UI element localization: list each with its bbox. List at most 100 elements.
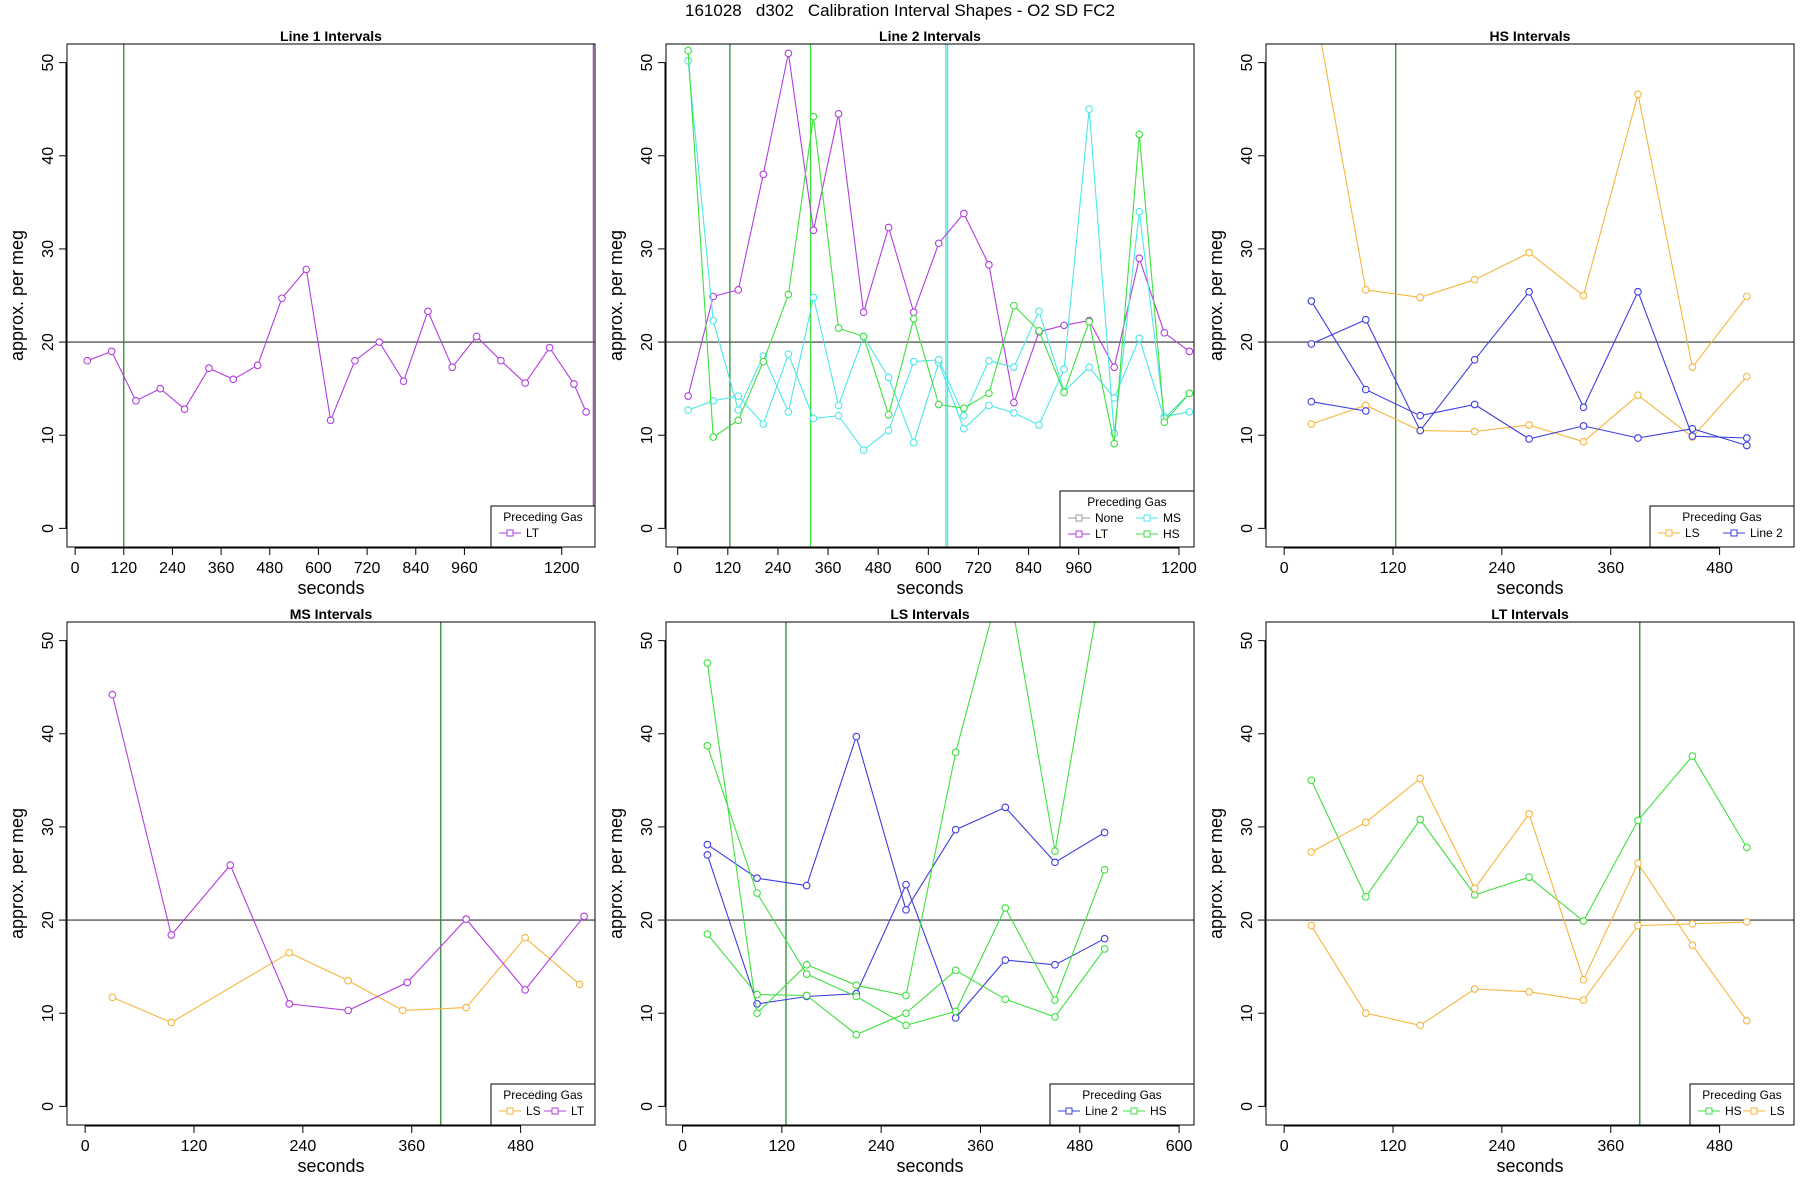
x-tick-label: 120 [110, 560, 137, 577]
x-tick-label: 120 [714, 560, 741, 577]
data-point [1051, 996, 1059, 1005]
y-tick-label: 20 [40, 333, 57, 351]
y-tick-label: 10 [1239, 426, 1256, 444]
data-point [852, 981, 861, 990]
plot-border [665, 621, 1195, 1126]
data-point [1060, 388, 1068, 397]
data-point [951, 966, 960, 975]
legend-entry-label: None [1095, 511, 1124, 525]
data-point [1060, 321, 1068, 330]
data-point [1634, 287, 1642, 296]
data-point [1135, 254, 1144, 263]
series-line [87, 268, 587, 423]
data-point [703, 742, 712, 750]
x-axis-label: seconds [1496, 578, 1563, 598]
data-point [1085, 317, 1094, 326]
data-point [1160, 418, 1169, 427]
data-point [951, 1007, 960, 1016]
y-tick-label: 30 [639, 240, 656, 258]
data-point [1185, 347, 1194, 356]
series-line [1311, 401, 1366, 412]
data-point [1307, 776, 1316, 785]
data-point [1035, 421, 1043, 429]
y-tick-label: 50 [639, 632, 656, 650]
data-point [1002, 563, 1009, 570]
data-point [1416, 411, 1425, 420]
x-tick-label: 480 [1706, 560, 1733, 577]
y-tick-label: 30 [40, 818, 57, 836]
data-point [1185, 389, 1194, 398]
series-line [1310, 921, 1747, 1026]
legend-box [1049, 1083, 1195, 1126]
y-tick-label: 40 [40, 725, 57, 743]
data-point [985, 260, 993, 269]
legend-swatch-marker [1130, 1107, 1138, 1115]
legend-entry-label: LT [571, 1104, 585, 1118]
data-point [1742, 918, 1751, 926]
data-point [859, 308, 868, 317]
x-tick-label: 360 [815, 560, 842, 577]
data-point [521, 986, 529, 994]
y-tick-label: 10 [40, 1004, 57, 1022]
legend-swatch-marker [1065, 1107, 1073, 1115]
data-point [351, 356, 359, 365]
data-point [759, 170, 768, 179]
data-point [834, 401, 843, 410]
data-point [107, 347, 116, 356]
legend-entry-label: HS [1163, 527, 1180, 541]
data-point [703, 851, 712, 859]
data-point [1010, 409, 1018, 417]
legend-title: Preceding Gas [503, 510, 582, 524]
data-point [684, 46, 692, 55]
legend-swatch-marker [1075, 530, 1083, 538]
data-point [902, 991, 910, 1000]
data-point [709, 433, 718, 441]
data-point [545, 343, 554, 352]
chart-panel: MS Intervals 0 10 20 30 40 50 0 120 240 360 480 seco… [7, 606, 596, 1176]
y-tick-label: 10 [639, 1004, 656, 1022]
data-point [1160, 328, 1169, 337]
x-tick-label: 600 [915, 560, 942, 577]
data-point [959, 424, 968, 433]
data-point [834, 324, 843, 332]
y-axis-label: approx. per meg [1206, 808, 1226, 939]
y-tick-label: 10 [40, 426, 57, 444]
data-point [1688, 432, 1697, 441]
data-point [205, 364, 213, 373]
x-tick-label: 840 [402, 560, 429, 577]
data-point [344, 1006, 353, 1015]
y-tick-label: 0 [639, 524, 656, 533]
data-point [951, 1014, 960, 1022]
series-line [687, 53, 1190, 405]
y-tick-label: 0 [639, 1102, 656, 1111]
legend: Preceding Gas LS Line 2 [1649, 505, 1795, 548]
legend-swatch-marker [506, 1107, 514, 1115]
data-point [1361, 1009, 1370, 1018]
data-point [934, 400, 943, 409]
data-point [884, 373, 893, 382]
data-point [1470, 891, 1479, 899]
data-point [1742, 1016, 1751, 1025]
data-point [1307, 297, 1316, 305]
x-tick-label: 480 [865, 560, 892, 577]
data-point [1361, 892, 1370, 901]
data-point [1010, 398, 1018, 407]
data-point [1525, 287, 1533, 296]
data-point [1742, 441, 1751, 450]
data-point [703, 840, 712, 849]
y-tick-label: 0 [40, 1102, 57, 1111]
data-point [985, 356, 993, 365]
data-point [1742, 843, 1751, 852]
legend-box [490, 505, 596, 548]
y-tick-label: 20 [1239, 911, 1256, 929]
y-tick-label: 40 [639, 725, 656, 743]
data-point [1307, 420, 1316, 428]
x-tick-label: 240 [868, 1138, 895, 1155]
legend-box [490, 1083, 596, 1126]
y-tick-label: 50 [1239, 54, 1256, 72]
data-point [1135, 130, 1144, 139]
data-point [1361, 407, 1370, 415]
x-tick-label: 240 [1489, 560, 1516, 577]
data-point [1525, 421, 1533, 429]
